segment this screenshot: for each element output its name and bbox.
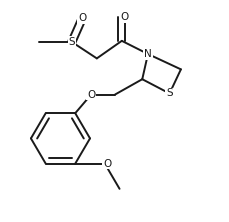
Text: O: O	[120, 12, 128, 22]
Text: N: N	[143, 49, 151, 59]
Text: O: O	[78, 13, 86, 23]
Text: S: S	[68, 37, 75, 47]
Text: O: O	[87, 89, 95, 99]
Text: S: S	[166, 88, 172, 99]
Text: O: O	[102, 159, 111, 169]
